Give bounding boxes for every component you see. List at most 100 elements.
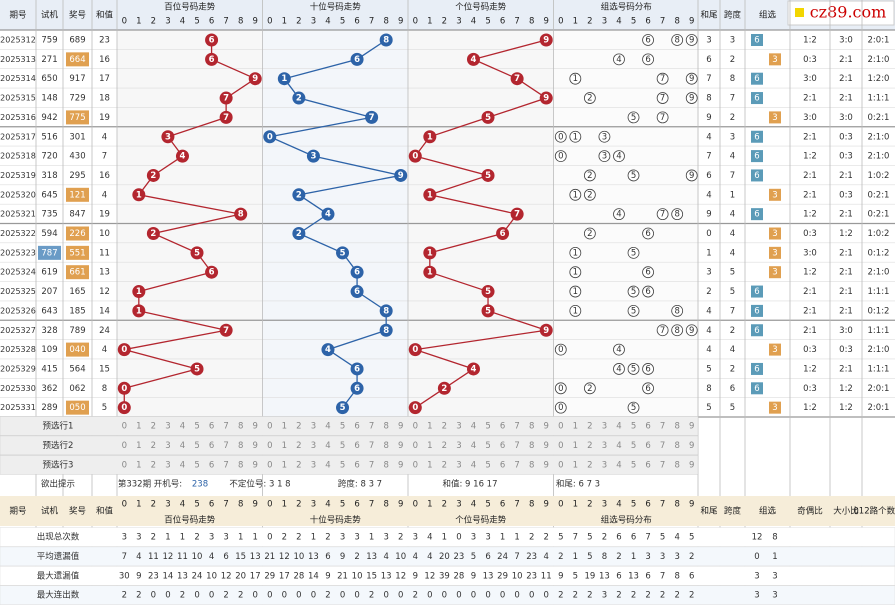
stats-value: 8	[674, 571, 679, 581]
ball	[510, 72, 524, 86]
preselect-digit: 2	[587, 441, 592, 451]
tail: 6	[706, 55, 711, 65]
draw: 430	[69, 152, 85, 162]
stats-value: 2	[325, 591, 330, 601]
footer-digit-header: 7	[514, 500, 519, 510]
trial: 328	[41, 326, 57, 336]
sum: 15	[99, 364, 110, 374]
stats-value: 0	[296, 591, 301, 601]
stats-value: 0	[514, 591, 519, 601]
group-digit: 9	[689, 326, 694, 336]
preselect-digit: 7	[369, 422, 374, 432]
sum: 24	[99, 326, 110, 336]
footer-digit-header: 7	[369, 500, 374, 510]
stats-value: 9	[471, 571, 476, 581]
group-circle	[554, 343, 567, 356]
big-small: 1:2	[839, 229, 853, 239]
period: 2025328	[0, 345, 36, 354]
type: 6	[754, 306, 759, 316]
type-box	[751, 72, 763, 85]
preselect-digit: 5	[631, 441, 636, 451]
stats-value: 2	[573, 591, 578, 601]
group-digit: 1	[573, 268, 578, 278]
group-circle	[642, 382, 654, 395]
type-box	[751, 208, 763, 221]
stats-value: 39	[439, 571, 450, 581]
preselect-digit: 0	[122, 422, 127, 432]
odd-even: 3:0	[803, 74, 817, 84]
stats-value: 0	[253, 591, 258, 601]
stats-value: 8	[602, 552, 607, 562]
group-circle	[656, 324, 669, 337]
group-digit: 9	[689, 36, 694, 46]
preselect-digit: 6	[354, 422, 359, 432]
ball	[423, 246, 437, 260]
span: 2	[730, 326, 735, 336]
preselect-digit: 8	[238, 441, 243, 451]
mod012: 2:0:1	[868, 403, 890, 413]
ball	[423, 130, 437, 144]
trial: 516	[41, 132, 57, 142]
sum: 4	[102, 190, 107, 200]
footer-digit-header: 9	[253, 500, 258, 510]
ball	[132, 188, 146, 202]
preselect-digit: 4	[325, 441, 330, 451]
ball	[336, 246, 350, 260]
stats-value: 10	[352, 571, 363, 581]
stats-bg	[0, 585, 895, 605]
draw: 847	[69, 210, 85, 220]
stats-value: 7	[660, 571, 665, 581]
draw: 729	[69, 94, 85, 104]
group-digit: 4	[616, 55, 621, 65]
period: 2025330	[0, 384, 36, 393]
stats-value: 0	[165, 591, 170, 601]
ball	[539, 33, 553, 47]
preselect-digit: 5	[194, 422, 199, 432]
preselect-digit: 6	[500, 441, 505, 451]
ball-digit: 2	[296, 190, 302, 200]
tail: 8	[706, 384, 711, 394]
sum: 16	[99, 171, 110, 181]
section-header: 十位号码走势	[310, 2, 362, 13]
section-header: 组选号码分布	[601, 2, 652, 13]
trial: 207	[41, 287, 57, 297]
footer-digit-header: 3	[602, 500, 607, 510]
stats-value: 12	[279, 552, 290, 562]
stats-value: 2	[529, 533, 534, 543]
trial: 318	[41, 171, 57, 181]
trend-line	[267, 39, 401, 409]
big-small: 2:1	[839, 210, 853, 220]
digit-header: 1	[573, 17, 578, 27]
period: 2025319	[0, 171, 36, 180]
stats-value: 3	[485, 533, 490, 543]
group-digit: 6	[645, 55, 650, 65]
ball-digit: 2	[296, 94, 302, 104]
odd-even: 2:1	[803, 326, 817, 336]
draw: 661	[69, 268, 85, 278]
stats-value: 1	[180, 533, 185, 543]
group-digit: 8	[674, 306, 679, 316]
span: 8	[730, 74, 735, 84]
odd-even: 2:1	[803, 190, 817, 200]
stats-value: 3	[136, 533, 141, 543]
mod012: 2:0:1	[868, 36, 890, 46]
stats-value: 2	[122, 591, 127, 601]
footer-digit-header: 3	[311, 500, 316, 510]
group-digit: 7	[660, 74, 665, 84]
mod012: 2:1:0	[868, 345, 890, 355]
stats-value: 9	[558, 571, 563, 581]
stats-value: 0	[544, 591, 549, 601]
tail: 4	[706, 326, 711, 336]
preselect-digit: 7	[660, 422, 665, 432]
group-digit: 9	[689, 94, 694, 104]
footer-digit-header: 0	[413, 500, 418, 510]
stats-value: 12	[163, 552, 174, 562]
stats-value: 2	[616, 591, 621, 601]
preselect-digit: 2	[442, 460, 447, 470]
group-digit: 5	[631, 248, 636, 258]
ball	[161, 130, 175, 144]
stats-value: 0	[485, 591, 490, 601]
ball-digit: 1	[427, 268, 433, 278]
group-digit: 0	[558, 132, 563, 142]
ball-digit: 4	[471, 55, 477, 65]
